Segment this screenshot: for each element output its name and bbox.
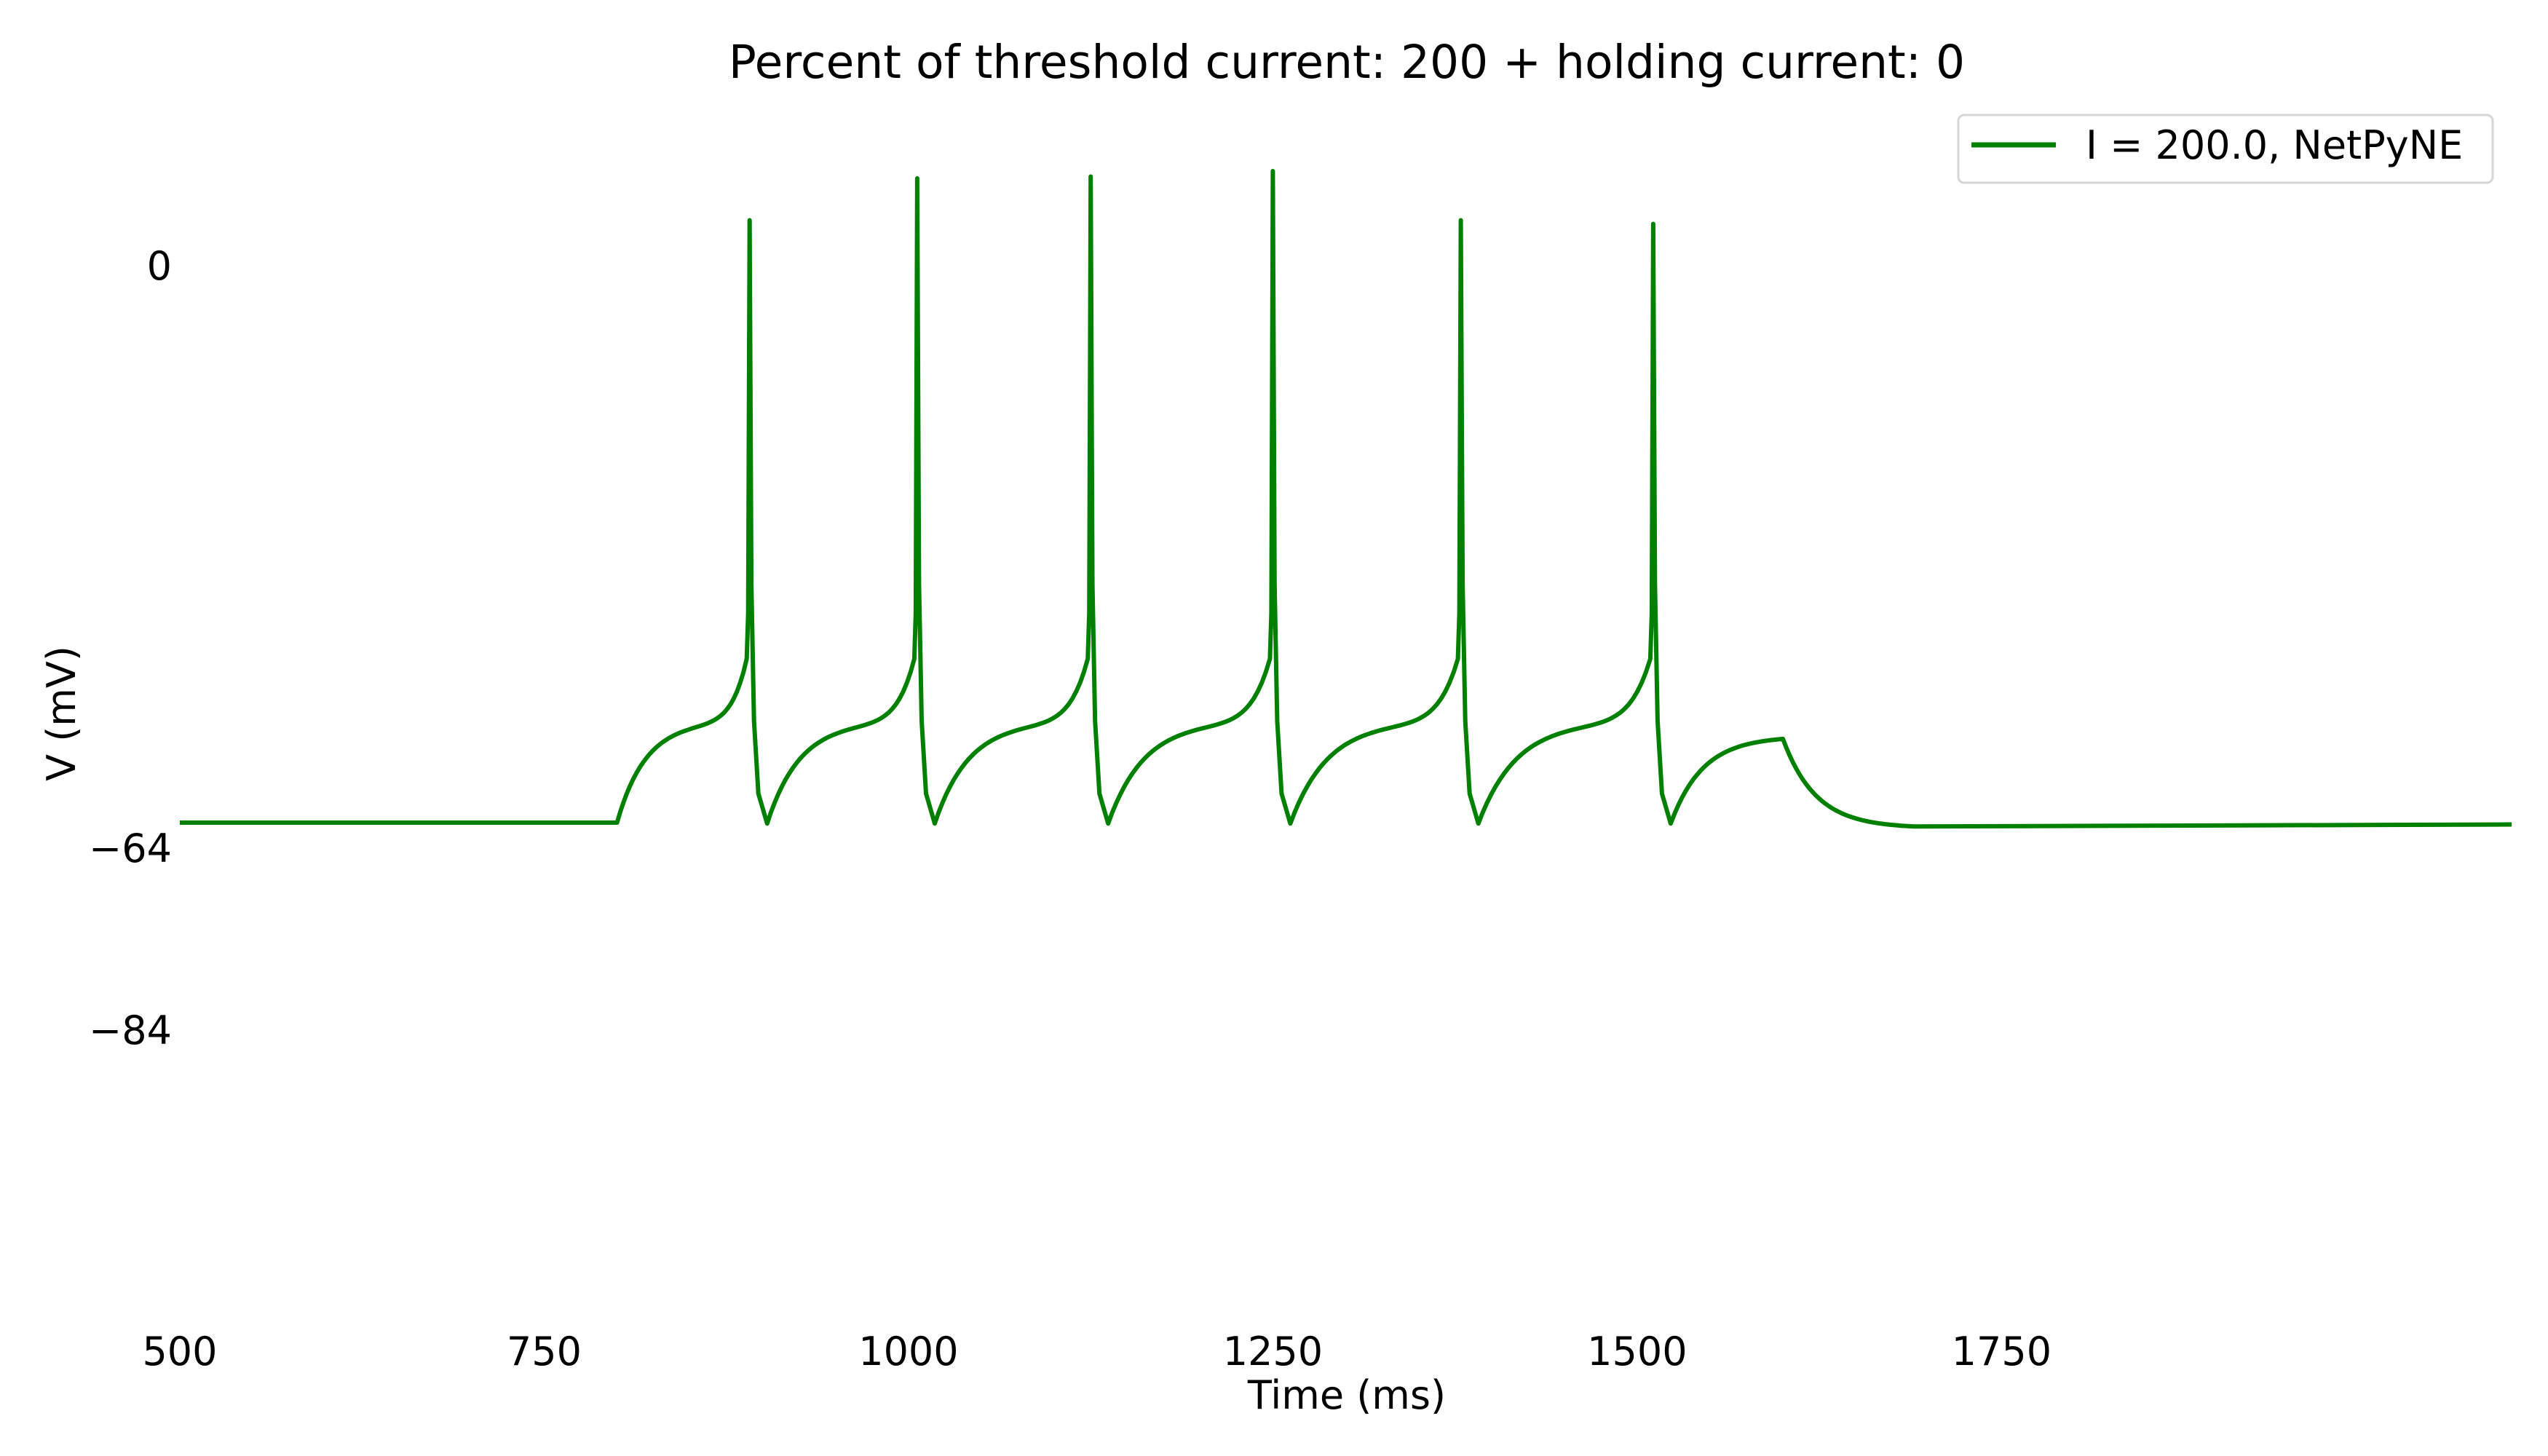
legend-box	[1957, 114, 2494, 184]
x-tick-label: 1750	[1952, 1329, 2052, 1374]
x-tick-label: 1250	[1223, 1329, 1323, 1374]
chart-title: Percent of threshold current: 200 + hold…	[729, 36, 1965, 89]
x-axis-ticks: 500 750 1000 1250 1500 1750	[142, 1329, 2052, 1374]
y-axis-ticks: 0 −64 −84	[89, 243, 172, 1053]
x-tick-label: 1000	[858, 1329, 958, 1374]
plot-area	[180, 169, 2512, 829]
legend[interactable]: I = 200.0, NetPyNE	[1957, 114, 2494, 184]
x-tick-label: 750	[507, 1329, 582, 1374]
x-tick-label: 1500	[1587, 1329, 1687, 1374]
y-tick-label: −84	[89, 1008, 172, 1053]
x-tick-label: 500	[142, 1329, 217, 1374]
x-axis-label: Time (ms)	[1247, 1372, 1446, 1418]
series-line	[180, 169, 2512, 829]
y-tick-label: 0	[147, 243, 172, 289]
legend-label: I = 200.0, NetPyNE	[2086, 122, 2463, 168]
y-tick-label: −64	[89, 826, 172, 871]
y-axis-label: V (mV)	[39, 646, 84, 781]
